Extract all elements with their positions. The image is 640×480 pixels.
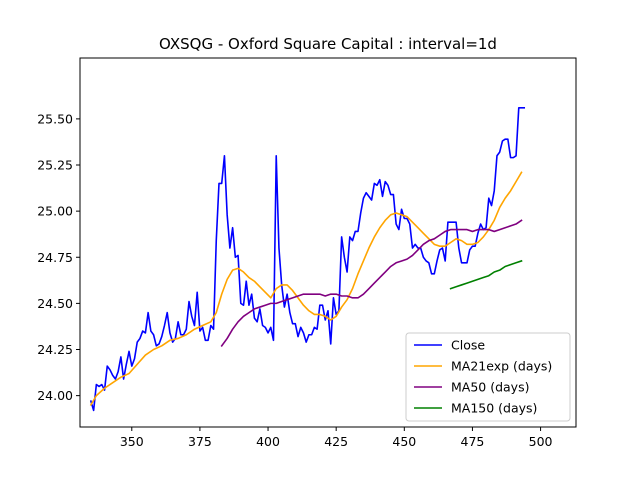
axes-frame (79, 57, 577, 428)
x-tick-label: 475 (461, 434, 485, 449)
plot-area (89, 107, 526, 412)
legend: Close MA21exp (days) MA50 (days) MA150 (day… (405, 332, 571, 422)
y-tick-label: 24.25 (37, 342, 73, 357)
y-tick-label: 25.50 (37, 111, 73, 126)
series-line-close (89, 107, 526, 412)
x-tick-label: 350 (120, 434, 144, 449)
series-line-ma21exp-days (89, 171, 523, 406)
series-line-ma50-days (220, 219, 523, 347)
y-tick-label: 25.00 (37, 204, 73, 219)
x-tick-label: 375 (188, 434, 212, 449)
series-line-ma150-days (449, 259, 523, 290)
legend-box (405, 332, 571, 422)
y-tick-label: 24.00 (37, 388, 73, 403)
legend-label-ma50-days: MA50 (days) (451, 380, 529, 395)
axes: 350 375 400 425 450 475 500 24.00 24.25 24.50 24.7… (37, 57, 577, 449)
x-tick-label: 425 (324, 434, 348, 449)
legend-label-close: Close (451, 338, 485, 353)
x-tick-label: 400 (256, 434, 280, 449)
chart-title: OXSQG - Oxford Square Capital : interval… (159, 35, 497, 53)
legend-label-ma150-days: MA150 (days) (451, 401, 537, 416)
x-tick-label: 500 (529, 434, 553, 449)
legend-label-ma21exp-days: MA21exp (days) (451, 359, 552, 374)
y-tick-label: 24.50 (37, 296, 73, 311)
x-tick-label: 450 (392, 434, 416, 449)
y-tick-label: 25.25 (37, 158, 73, 173)
y-tick-label: 24.75 (37, 250, 73, 265)
